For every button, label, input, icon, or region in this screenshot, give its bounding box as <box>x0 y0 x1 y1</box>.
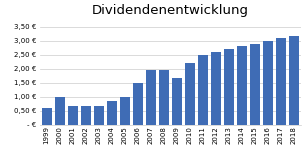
Bar <box>94 106 104 124</box>
Bar <box>211 52 221 124</box>
Bar <box>250 44 260 124</box>
Title: Dividendenentwicklung: Dividendenentwicklung <box>92 4 249 17</box>
Bar <box>42 108 52 124</box>
Bar <box>263 41 273 124</box>
Bar <box>81 106 91 124</box>
Bar <box>198 55 208 124</box>
Bar <box>55 97 64 124</box>
Bar <box>120 97 130 124</box>
Bar <box>185 63 195 124</box>
Bar <box>172 79 181 124</box>
Bar <box>276 38 286 124</box>
Bar <box>133 83 143 124</box>
Bar <box>289 36 299 124</box>
Bar <box>68 106 78 124</box>
Bar <box>107 101 117 124</box>
Bar <box>146 70 156 124</box>
Bar <box>237 46 247 124</box>
Bar <box>159 70 169 124</box>
Bar <box>224 49 234 124</box>
